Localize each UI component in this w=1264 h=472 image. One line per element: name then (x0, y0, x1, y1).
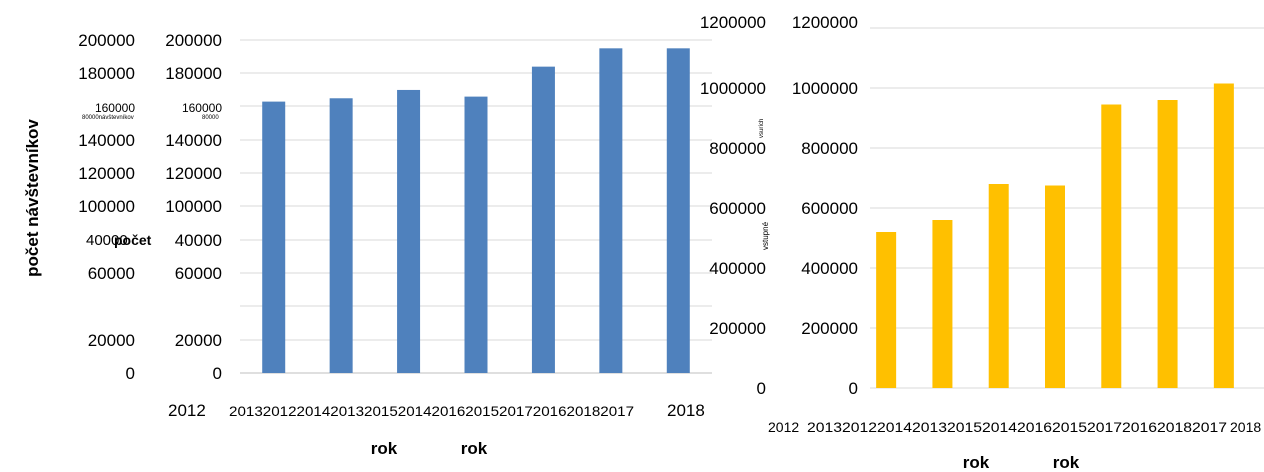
left-y-tick-outer: 120000 (78, 164, 135, 183)
right-x-tick-last: 2018 (1230, 419, 1261, 435)
left-bar-2014 (397, 89, 421, 373)
right-bar-2012 (876, 232, 897, 388)
left-y-tick-inner: 200000 (165, 31, 222, 50)
left-x-label-b: rok (461, 439, 488, 458)
left-x-tick-first: 2012 (168, 401, 206, 420)
left-bar-2015 (464, 96, 488, 374)
right-bar-2013 (932, 220, 953, 388)
left-y-tick-inner: 40000 (175, 231, 222, 250)
left-bars (262, 48, 690, 374)
left-bar-2016 (531, 66, 555, 373)
left-x-tick-run: 2013201220142013201520142016201520172016… (229, 403, 634, 419)
left-y-tick-outer: 100000 (78, 197, 135, 216)
left-y-tick-inner: 180000 (165, 64, 222, 83)
left-y-tick-outer: 200000 (78, 31, 135, 50)
left-bar-2012 (262, 101, 286, 373)
left-x-tick-last: 2018 (667, 401, 705, 420)
left-overlap-small-1: 80000návštevníkov (82, 115, 134, 121)
right-bars (876, 83, 1234, 388)
left-y-tick-inner: 60000 (175, 264, 222, 283)
right-y-tick-inner: 600000 (801, 199, 858, 218)
left-x-label-a: rok (371, 439, 398, 458)
left-overlap-mix-word: počet (114, 232, 152, 248)
left-y-tick-outer: 20000 (88, 331, 135, 350)
right-y-tick-inner: 800000 (801, 139, 858, 158)
right-x-tick-run: 2013201220142013201520142016201520172016… (807, 419, 1227, 435)
right-y-tick-inner: 400000 (801, 259, 858, 278)
right-y-tick-inner: 200000 (801, 319, 858, 338)
right-y-tick-outer: 400000 (709, 259, 766, 278)
right-y-tick-inner: 1000000 (792, 79, 858, 98)
left-y-ticks-outer: 2000001800001600001400001200001000006000… (78, 31, 135, 383)
left-bar-2013 (329, 98, 353, 374)
left-y-tick-outer: 140000 (78, 131, 135, 150)
right-overlap-small-1: vstupné (761, 221, 770, 250)
left-y-tick-inner: 140000 (165, 131, 222, 150)
left-bar-2018 (666, 48, 690, 373)
right-y-tick-outer: 1000000 (700, 79, 766, 98)
left-bar-2017 (599, 48, 623, 373)
right-bar-2017 (1157, 100, 1178, 388)
left-y-tick-inner: 100000 (165, 197, 222, 216)
right-y-ticks-outer: 1200000 1000000 800000 600000 400000 200000 0 (700, 13, 766, 398)
left-y-tick-outer: 60000 (88, 264, 135, 283)
left-y-tick-inner: 0 (213, 364, 222, 383)
right-chart: 120000010000008000006000004000002000000 … (700, 13, 1264, 472)
right-y-tick-inner: 0 (849, 379, 858, 398)
left-y-tick-outer: 0 (126, 364, 135, 383)
right-x-label-a: rok (963, 453, 990, 472)
right-y-tick-outer: 0 (757, 379, 766, 398)
left-y-tick-outer: 180000 (78, 64, 135, 83)
right-y-ticks-inner: 1200000 1000000 800000 600000 400000 200000 0 (792, 13, 858, 398)
right-bar-2015 (1045, 185, 1065, 388)
right-x-label-b: rok (1053, 453, 1080, 472)
left-y-tick-inner: 120000 (165, 164, 222, 183)
right-y-tick-outer: 200000 (709, 319, 766, 338)
right-y-tick-outer: 600000 (709, 199, 766, 218)
left-y-tick-inner: 160000 (182, 101, 222, 115)
left-overlap-small-2: 80000 (202, 115, 219, 121)
left-y-ticks-inner: 2000001800001600001400001200001000004000… (165, 31, 222, 383)
right-y-tick-outer: 800000 (709, 139, 766, 158)
left-chart: 2000001800001600001400001200001000006000… (23, 31, 712, 458)
left-y-tick-inner: 20000 (175, 331, 222, 350)
right-bar-2016 (1101, 104, 1122, 388)
right-y-tick-inner: 1200000 (792, 13, 858, 32)
right-bar-2014 (988, 184, 1009, 388)
right-x-tick-first: 2012 (768, 419, 799, 435)
right-overlap-small-2: vsurích (759, 119, 765, 138)
left-y-tick-outer: 160000 (95, 101, 135, 115)
right-bar-2018 (1213, 83, 1234, 388)
left-overlap-mix-num: 40000 (86, 232, 128, 249)
right-y-tick-outer: 1200000 (700, 13, 766, 32)
left-y-axis-label: počet návštevníkov (23, 119, 42, 277)
right-gridlines (870, 27, 1264, 389)
